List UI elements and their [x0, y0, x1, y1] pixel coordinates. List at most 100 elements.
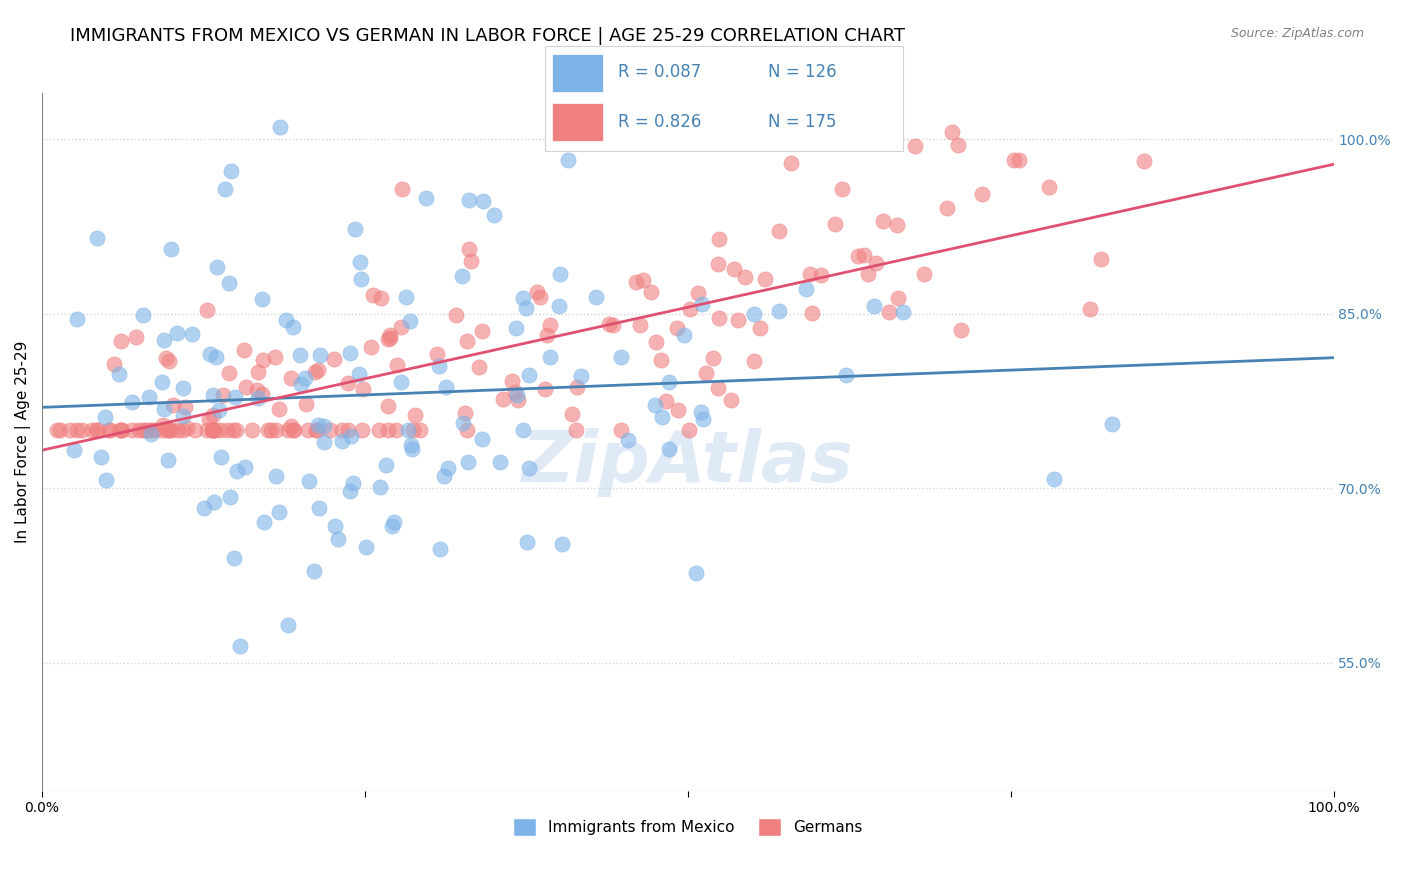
Point: [370, 291, 392, 305]
Point: [128, 423, 150, 437]
Point: [240, 423, 263, 437]
Point: [233, 460, 256, 475]
Point: [198, 412, 221, 426]
Point: [193, 501, 215, 516]
Point: [433, 469, 456, 483]
Point: [744, 307, 766, 321]
Point: [121, 423, 143, 437]
Point: [451, 268, 474, 283]
Point: [222, 551, 245, 566]
Point: [389, 375, 412, 389]
Point: [460, 254, 482, 268]
Point: [198, 347, 221, 361]
Point: [94, 409, 117, 424]
Point: [135, 423, 157, 437]
Point: [295, 397, 318, 411]
Point: [66, 423, 89, 437]
Point: [232, 343, 254, 358]
Point: [879, 305, 901, 319]
Point: [651, 409, 673, 424]
Point: [352, 423, 374, 437]
Point: [858, 267, 880, 281]
Point: [631, 273, 654, 287]
Point: [328, 533, 350, 547]
Point: [471, 324, 494, 338]
Point: [139, 423, 162, 437]
Point: [205, 350, 228, 364]
Point: [548, 299, 571, 313]
Point: [377, 423, 399, 437]
Point: [1133, 154, 1156, 169]
Point: [152, 418, 174, 433]
Point: [378, 331, 401, 345]
Point: [131, 423, 153, 437]
Point: [394, 290, 416, 304]
Point: [748, 321, 770, 335]
Point: [658, 375, 681, 389]
Point: [139, 426, 162, 441]
Y-axis label: In Labor Force | Age 25-29: In Labor Force | Age 25-29: [15, 341, 31, 542]
Point: [205, 260, 228, 274]
Point: [472, 194, 495, 208]
Point: [204, 423, 226, 437]
Point: [260, 423, 283, 437]
Point: [201, 408, 224, 422]
Point: [569, 368, 592, 383]
Point: [391, 182, 413, 196]
Point: [709, 232, 731, 246]
Point: [339, 428, 361, 442]
Point: [800, 305, 823, 319]
Point: [398, 313, 420, 327]
Point: [846, 249, 869, 263]
Point: [343, 222, 366, 236]
Point: [381, 519, 404, 533]
Point: [312, 435, 335, 450]
Point: [655, 394, 678, 409]
Point: [294, 371, 316, 385]
Point: [538, 318, 561, 332]
Point: [368, 423, 391, 437]
Point: [290, 377, 312, 392]
Point: [707, 310, 730, 325]
Point: [863, 299, 886, 313]
Point: [666, 402, 689, 417]
Point: [887, 291, 910, 305]
Point: [853, 248, 876, 262]
Point: [451, 417, 474, 431]
Point: [208, 403, 231, 417]
Point: [734, 269, 756, 284]
Point: [132, 309, 155, 323]
Text: Source: ZipAtlas.com: Source: ZipAtlas.com: [1230, 27, 1364, 40]
Point: [429, 541, 451, 556]
Point: [470, 432, 492, 446]
Point: [201, 423, 224, 437]
Point: [308, 500, 330, 515]
Point: [143, 423, 166, 437]
Point: [679, 302, 702, 317]
Point: [644, 335, 666, 350]
Point: [912, 267, 935, 281]
Point: [322, 352, 344, 367]
Point: [526, 285, 548, 299]
Point: [1008, 153, 1031, 167]
Point: [536, 327, 558, 342]
Point: [624, 275, 647, 289]
Point: [505, 320, 527, 334]
Point: [561, 407, 583, 421]
Point: [304, 365, 326, 379]
Point: [936, 201, 959, 215]
Point: [342, 476, 364, 491]
Point: [214, 181, 236, 195]
Point: [377, 399, 399, 413]
Point: [742, 353, 765, 368]
Point: [222, 423, 245, 437]
Point: [221, 163, 243, 178]
Point: [644, 398, 666, 412]
Point: [399, 438, 422, 452]
Point: [402, 423, 425, 437]
Point: [224, 390, 246, 404]
Point: [565, 380, 588, 394]
Point: [218, 366, 240, 380]
Point: [534, 382, 557, 396]
Point: [167, 423, 190, 437]
